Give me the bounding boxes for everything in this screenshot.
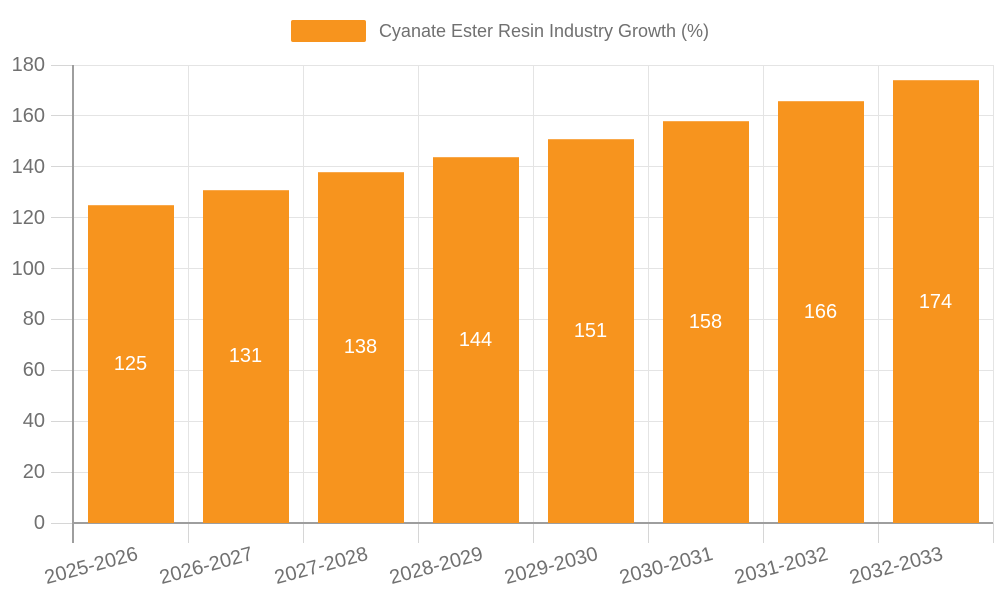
bar-value-label: 174: [918, 290, 953, 313]
y-tick-mark: [51, 522, 73, 524]
y-tick-mark: [51, 471, 73, 473]
y-tick-mark: [51, 369, 73, 371]
gridline-vertical: [992, 65, 994, 523]
x-axis-tick-label: 2032-2033: [847, 543, 946, 590]
gridline-vertical: [302, 65, 304, 523]
x-axis-tick-label: 2030-2031: [617, 543, 716, 590]
y-tick-mark: [51, 64, 73, 66]
bar[interactable]: 144: [432, 156, 519, 523]
x-axis-tick-label: 2028-2029: [387, 543, 486, 590]
bar[interactable]: 131: [202, 189, 289, 523]
y-axis-tick-label: 60: [22, 359, 45, 382]
bar[interactable]: 174: [892, 80, 979, 523]
x-tick-mark: [417, 523, 419, 543]
x-tick-mark: [762, 523, 764, 543]
y-axis-tick-label: 100: [11, 257, 45, 280]
bar[interactable]: 151: [547, 138, 634, 523]
gridline-vertical: [532, 65, 534, 523]
y-axis-tick-label: 160: [11, 104, 45, 127]
bar-value-label: 131: [228, 345, 263, 368]
y-tick-mark: [51, 115, 73, 117]
y-tick-mark: [51, 217, 73, 219]
gridline-vertical: [877, 65, 879, 523]
bar[interactable]: 125: [87, 204, 174, 523]
bar[interactable]: 158: [662, 120, 749, 523]
y-axis-tick-label: 80: [22, 308, 45, 331]
bar-value-label: 166: [803, 300, 838, 323]
y-axis-tick-label: 120: [11, 206, 45, 229]
legend-swatch: [290, 20, 366, 42]
x-tick-mark: [647, 523, 649, 543]
chart-legend[interactable]: Cyanate Ester Resin Industry Growth (%): [0, 20, 1000, 42]
gridline-vertical: [762, 65, 764, 523]
gridline-vertical: [187, 65, 189, 523]
x-tick-mark: [877, 523, 879, 543]
y-axis-tick-label: 0: [33, 512, 45, 534]
bar-value-label: 125: [113, 352, 148, 375]
gridline-vertical: [647, 65, 649, 523]
x-tick-mark: [532, 523, 534, 543]
bar-value-label: 144: [458, 328, 493, 351]
bar[interactable]: 166: [777, 100, 864, 523]
bar-value-label: 151: [573, 319, 608, 342]
y-tick-mark: [51, 420, 73, 422]
x-axis-tick-label: 2027-2028: [272, 543, 371, 590]
y-axis-tick-label: 40: [22, 410, 45, 433]
y-axis-line: [72, 65, 74, 543]
y-tick-mark: [51, 318, 73, 320]
legend-label: Cyanate Ester Resin Industry Growth (%): [378, 21, 710, 41]
y-axis-tick-label: 180: [11, 54, 45, 76]
bar-value-label: 158: [688, 310, 723, 333]
y-axis-tick-label: 140: [11, 155, 45, 178]
y-axis-tick-label: 20: [22, 461, 45, 484]
y-tick-mark: [51, 166, 73, 168]
y-tick-mark: [51, 268, 73, 270]
bar[interactable]: 138: [317, 171, 404, 523]
x-axis-tick-label: 2031-2032: [732, 543, 831, 590]
x-tick-mark: [187, 523, 189, 543]
bar-value-label: 138: [343, 336, 378, 359]
gridline-vertical: [417, 65, 419, 523]
x-tick-mark: [302, 523, 304, 543]
x-axis-tick-label: 2025-2026: [42, 543, 141, 590]
x-tick-mark: [992, 523, 994, 543]
x-axis-tick-label: 2029-2030: [502, 543, 601, 590]
x-axis-line: [72, 522, 993, 524]
x-axis-tick-label: 2026-2027: [157, 543, 256, 590]
